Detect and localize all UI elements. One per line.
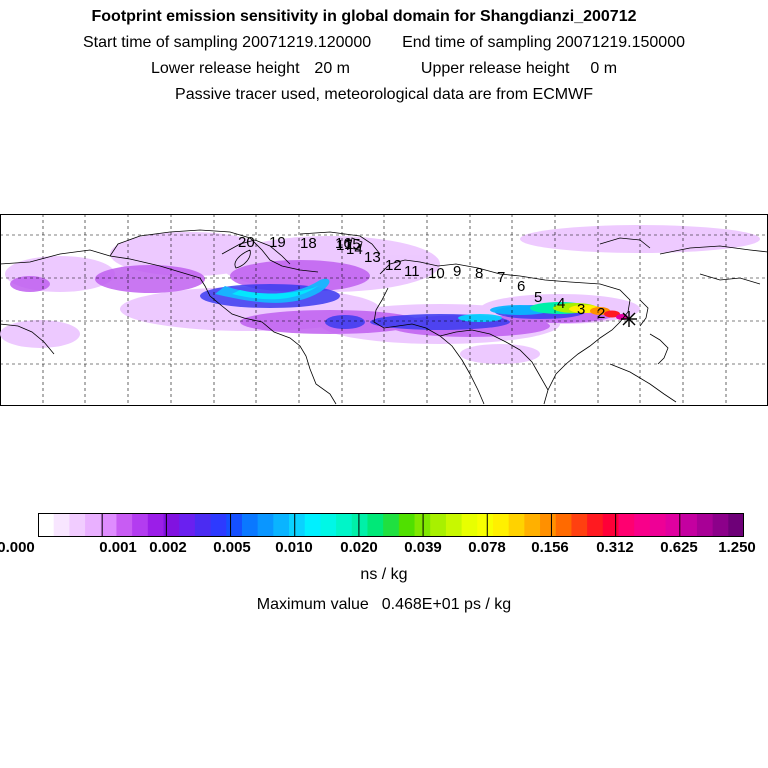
colorbar-swatch xyxy=(696,513,714,537)
colorbar-swatch xyxy=(383,513,400,537)
waypoint-label: 8 xyxy=(475,265,483,282)
colorbar-swatch xyxy=(163,513,180,537)
lower-height-label: Lower release height xyxy=(150,60,300,77)
colorbar-tick-label: 0.020 xyxy=(340,539,378,556)
colorbar-swatch xyxy=(100,513,118,537)
colorbar-swatch xyxy=(351,513,369,537)
waypoint-label: 3 xyxy=(577,301,585,318)
upper-height-value: 0 m xyxy=(590,60,618,77)
map-title: Footprint emission sensitivity in global… xyxy=(91,8,637,25)
colorbar-tick-label: 0.625 xyxy=(660,539,698,556)
upper-height-label: Upper release height xyxy=(420,60,570,77)
colorbar-swatch xyxy=(179,513,196,537)
end-time-label: End time of sampling xyxy=(402,34,552,51)
waypoint-label: 13 xyxy=(364,249,381,266)
colorbar-swatch xyxy=(210,513,227,537)
waypoint-label: 18 xyxy=(300,235,317,252)
colorbar-tick-label: 0.002 xyxy=(149,539,187,556)
graticule xyxy=(0,214,768,406)
colorbar-swatch xyxy=(665,513,682,537)
maximum-value-label: Maximum value xyxy=(256,596,369,613)
colorbar-swatch xyxy=(85,513,102,537)
colorbar-swatch xyxy=(367,513,384,537)
colorbar-swatch xyxy=(587,513,604,537)
waypoint-label: 19 xyxy=(269,234,286,251)
colorbar-tick-label: 0.078 xyxy=(468,539,506,556)
colorbar-tick-label: 0.000 xyxy=(0,539,35,556)
colorbar-swatch xyxy=(116,513,133,537)
colorbar-swatch xyxy=(571,513,588,537)
waypoint-label: 12 xyxy=(385,257,402,274)
lower-height-value: 20 m xyxy=(314,60,350,77)
colorbar-swatch xyxy=(681,513,698,537)
waypoint-label: 15 xyxy=(344,236,361,253)
colorbar-swatch xyxy=(147,513,165,537)
colorbar-swatch xyxy=(53,513,70,537)
release-heights: Lower release height 20 m Upper release … xyxy=(0,60,768,78)
trajectory-labels: 2 3 4 5 6 7 8 9 10 11 12 13 14 15 16 17 … xyxy=(238,234,605,322)
colorbar-swatch xyxy=(508,513,525,537)
waypoint-label: 10 xyxy=(428,265,445,282)
waypoint-label: 20 xyxy=(238,234,255,251)
waypoint-label: 4 xyxy=(557,295,565,312)
receptor-star-icon xyxy=(621,311,637,327)
colorbar xyxy=(38,513,744,537)
maximum-value-unit: ps / kg xyxy=(464,596,512,613)
colorbar-tick-label: 0.039 xyxy=(404,539,442,556)
colorbar-swatch xyxy=(492,513,510,537)
colorbar-swatch xyxy=(618,513,635,537)
sampling-times: Start time of sampling 20071219.120000 E… xyxy=(0,34,768,52)
colorbar-swatch xyxy=(555,513,573,537)
colorbar-tick-label: 1.250 xyxy=(718,539,756,556)
colorbar-swatch xyxy=(304,513,321,537)
end-time-value: 20071219.150000 xyxy=(555,34,685,51)
waypoint-label: 7 xyxy=(497,269,505,286)
colorbar-swatch xyxy=(445,513,463,537)
colorbar-swatch xyxy=(634,513,651,537)
colorbar-swatch xyxy=(38,513,55,537)
colorbar-swatch xyxy=(257,513,274,537)
colorbar-swatch xyxy=(728,513,744,537)
colorbar-tick-label: 0.010 xyxy=(275,539,313,556)
colorbar-swatch xyxy=(524,513,541,537)
colorbar-swatch xyxy=(320,513,337,537)
maximum-value: Maximum value 0.468E+01 ps / kg xyxy=(0,596,768,614)
colorbar-swatch xyxy=(336,513,353,537)
colorbar-swatch xyxy=(461,513,478,537)
colorbar-swatch xyxy=(132,513,149,537)
waypoint-label: 6 xyxy=(517,278,525,295)
start-time-label: Start time of sampling xyxy=(82,34,238,51)
colorbar-swatch xyxy=(289,513,306,537)
colorbar-swatch xyxy=(69,513,86,537)
waypoint-label: 16 xyxy=(335,235,352,252)
colorbar-tick-label: 0.001 xyxy=(99,539,137,556)
tracer-note: Passive tracer used, meteorological data… xyxy=(175,86,593,103)
colorbar-tick-label: 0.156 xyxy=(531,539,569,556)
colorbar-swatch xyxy=(398,513,416,537)
colorbar-tick-label: 0.005 xyxy=(213,539,251,556)
colorbar-swatch xyxy=(241,513,259,537)
colorbar-unit: ns / kg xyxy=(360,566,408,583)
colorbar-swatch xyxy=(712,513,729,537)
colorbar-swatch xyxy=(226,513,243,537)
waypoint-label: 9 xyxy=(453,263,461,280)
colorbar-swatch xyxy=(477,513,494,537)
colorbar-swatch xyxy=(540,513,557,537)
colorbar-swatch xyxy=(430,513,447,537)
waypoint-label: 17 xyxy=(336,237,353,254)
start-time-value: 20071219.120000 xyxy=(242,34,372,51)
colorbar-swatch xyxy=(273,513,290,537)
colorbar-swatch xyxy=(649,513,667,537)
waypoint-label: 5 xyxy=(534,289,542,306)
colorbar-swatch xyxy=(602,513,620,537)
footprint-map: 2 3 4 5 6 7 8 9 10 11 12 13 14 15 16 17 … xyxy=(0,214,768,406)
waypoint-label: 11 xyxy=(404,263,420,280)
waypoint-label: 2 xyxy=(597,305,605,322)
maximum-value-number: 0.468E+01 xyxy=(381,596,460,613)
colorbar-tick-label: 0.312 xyxy=(596,539,634,556)
colorbar-swatch xyxy=(194,513,212,537)
waypoint-label: 14 xyxy=(346,241,363,258)
